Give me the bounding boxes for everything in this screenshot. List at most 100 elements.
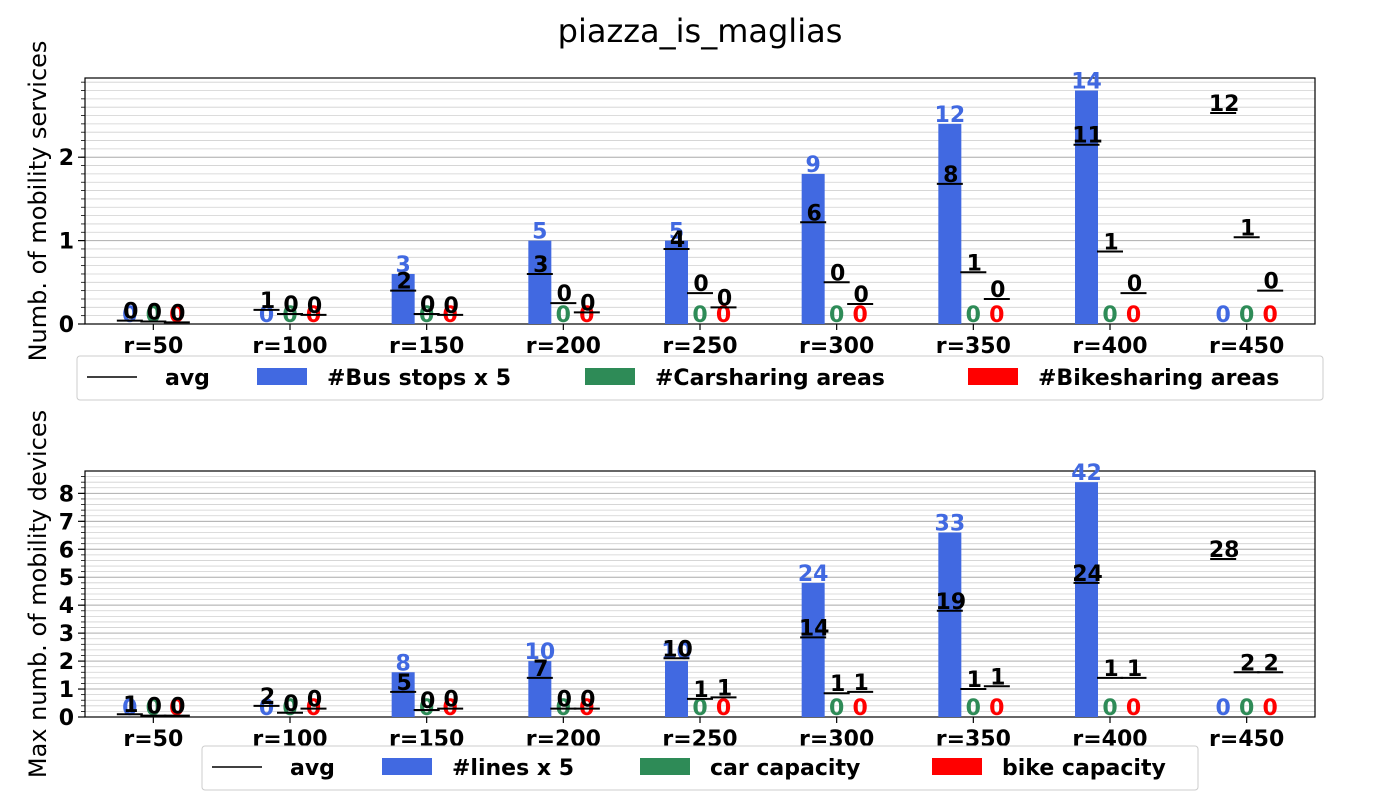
avg-label-car: 1: [967, 668, 982, 693]
x-tick-label: r=200: [526, 334, 601, 359]
avg-label-car: 0: [557, 688, 572, 713]
legend-label-avg: avg: [165, 366, 210, 391]
y-tick-label: 2: [59, 650, 74, 675]
bar-bus: [391, 273, 415, 324]
avg-label-bus: 1: [260, 289, 275, 314]
bar-label-bike: 0: [716, 696, 731, 721]
bar-label-car: 0: [692, 696, 707, 721]
bar-label-bike: 0: [579, 303, 594, 328]
bar-label-bus: 42: [1071, 461, 1102, 486]
y-tick-label: 0: [59, 313, 74, 338]
legend-label-avg: avg: [290, 756, 335, 781]
avg-label-bike: 0: [170, 695, 185, 720]
bar-label-car: 0: [966, 303, 981, 328]
bar-label-bus: 10: [661, 640, 692, 665]
avg-label-car: 0: [557, 282, 572, 307]
bar-label-bus: 0: [1216, 303, 1231, 328]
avg-label-car: 1: [1103, 230, 1118, 255]
avg-label-bike: 0: [580, 291, 595, 316]
avg-label-bike: 0: [580, 688, 595, 713]
avg-label-bus: 7: [533, 657, 548, 682]
legend-box: [201, 745, 1199, 791]
y-tick-label: 2: [59, 146, 74, 171]
avg-label-car: 0: [147, 695, 162, 720]
legend-label-bike: bike capacity: [1002, 756, 1166, 781]
bar-label-bus: 33: [935, 512, 966, 537]
legend-swatch-bus: [257, 368, 307, 385]
x-tick-label: r=150: [389, 334, 464, 359]
avg-label-bus: 8: [943, 163, 958, 188]
figure-title: piazza_is_maglias: [558, 12, 843, 50]
bar-label-bus: 8: [396, 651, 411, 676]
bar-label-bus: 5: [669, 220, 684, 245]
avg-label-bike: 0: [307, 688, 322, 713]
avg-label-car: 0: [147, 300, 162, 325]
bar-label-car: 0: [419, 303, 434, 328]
y-tick-label: 4: [59, 594, 74, 619]
x-tick-label: r=400: [1072, 334, 1147, 359]
avg-label-bike: 2: [1264, 651, 1279, 676]
bar-label-bike: 0: [1263, 696, 1278, 721]
avg-label-car: 0: [693, 272, 708, 297]
bar-label-bus: 5: [532, 220, 547, 245]
bar-bus: [665, 240, 688, 324]
avg-label-car: 1: [967, 251, 982, 276]
legend-label-car: car capacity: [710, 756, 860, 781]
bar-label-bus: 0: [1216, 696, 1231, 721]
avg-label-bus: 2: [260, 685, 275, 710]
avg-label-car: 2: [1240, 651, 1255, 676]
avg-label-bus: 0: [123, 300, 138, 325]
bar-label-car: 0: [1239, 696, 1254, 721]
avg-label-bus: 24: [1072, 562, 1103, 587]
bar-label-bus: 12: [935, 103, 966, 128]
bar-label-bike: 0: [853, 696, 868, 721]
avg-label-bus: 2: [397, 270, 412, 295]
bar-label-car: 0: [692, 303, 707, 328]
bar-label-bike: 0: [1126, 303, 1141, 328]
y-tick-label: 3: [59, 622, 74, 647]
avg-label-bus: 6: [807, 201, 822, 226]
bar-label-car: 0: [829, 696, 844, 721]
bar-label-bike: 0: [989, 303, 1004, 328]
avg-label-bike: 0: [990, 278, 1005, 303]
avg-label-bike: 1: [717, 676, 732, 701]
avg-label-car: 0: [283, 692, 298, 717]
avg-label-car: 0: [283, 293, 298, 318]
y-tick-label: 5: [59, 566, 74, 591]
bar-label-car: 0: [419, 696, 434, 721]
avg-label-bus: 12: [1209, 92, 1240, 117]
bar-bus: [1075, 90, 1098, 324]
bar-label-car: 0: [556, 303, 571, 328]
bar-label-car: 0: [1102, 303, 1117, 328]
avg-label-bus: 19: [936, 590, 967, 615]
bar-bus: [391, 672, 415, 717]
bar-label-bike: 0: [1263, 303, 1278, 328]
bar-bus: [665, 661, 688, 717]
bar-label-car: 0: [282, 303, 297, 328]
bar-label-bus: 10: [525, 640, 556, 665]
bar-label-bus: 24: [798, 562, 829, 587]
bar-label-bike: 0: [1126, 696, 1141, 721]
avg-label-bus: 10: [662, 637, 693, 662]
legend-swatch-bike: [968, 368, 1018, 385]
avg-label-bike: 0: [444, 294, 459, 319]
x-tick-label: r=300: [799, 334, 874, 359]
avg-label-bike: 0: [170, 301, 185, 326]
y-tick-label: 8: [59, 482, 74, 507]
y-axis-label: Numb. of mobility services: [24, 41, 52, 362]
avg-label-bus: 28: [1209, 538, 1240, 563]
bar-label-bike: 0: [716, 303, 731, 328]
avg-label-bike: 0: [854, 283, 869, 308]
legend-swatch-bus: [382, 758, 432, 775]
avg-label-bus: 1: [123, 693, 138, 718]
bar-label-bus: 3: [396, 253, 411, 278]
avg-label-bike: 0: [444, 688, 459, 713]
avg-label-car: 1: [1103, 657, 1118, 682]
legend-swatch-bike: [932, 758, 982, 775]
x-tick-label: r=350: [936, 334, 1011, 359]
avg-label-car: 1: [693, 678, 708, 703]
avg-label-car: 0: [830, 261, 845, 286]
y-axis-label: Max numb. of mobility devices: [24, 410, 52, 778]
